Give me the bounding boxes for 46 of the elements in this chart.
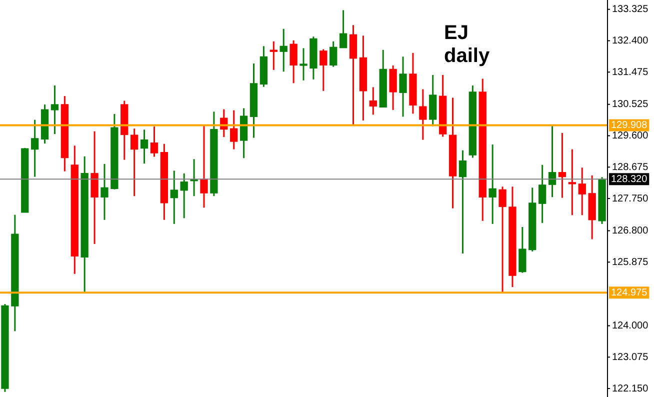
candlestick bbox=[419, 88, 427, 141]
candlestick bbox=[518, 226, 526, 274]
y-tick-label: 122.150 bbox=[612, 383, 649, 394]
candlestick bbox=[140, 128, 148, 164]
candlestick bbox=[50, 84, 59, 135]
candlestick bbox=[300, 47, 308, 82]
candlestick bbox=[558, 132, 566, 199]
y-tick-label: 124.000 bbox=[612, 320, 649, 332]
y-tick-label: 126.800 bbox=[612, 225, 649, 236]
candlestick bbox=[320, 48, 328, 92]
candlestick bbox=[488, 144, 496, 225]
ref-line-label: 128.320 bbox=[611, 174, 648, 185]
candlestick bbox=[548, 124, 556, 198]
candlestick bbox=[568, 148, 576, 216]
text: EJ daily bbox=[444, 22, 491, 68]
y-tick-label: 130.525 bbox=[612, 99, 649, 110]
candlestick bbox=[369, 86, 377, 116]
candlestick bbox=[170, 170, 178, 225]
y-tick-label: 125.875 bbox=[612, 256, 649, 268]
y-tick-label: 133.325 bbox=[612, 4, 649, 16]
ref-line-label: 129.908 bbox=[611, 120, 648, 132]
y-tick-label: 132.400 bbox=[612, 35, 649, 46]
y-tick-label: 129.600 bbox=[612, 130, 649, 142]
candlestick bbox=[100, 163, 108, 221]
candlestick bbox=[339, 9, 348, 49]
candlestick bbox=[330, 40, 338, 68]
candlestick bbox=[31, 119, 39, 178]
candlestick bbox=[200, 124, 208, 208]
candlestick bbox=[458, 150, 467, 254]
candlestick bbox=[389, 64, 397, 111]
candlestick bbox=[538, 164, 546, 224]
candlestick bbox=[578, 166, 586, 216]
candlestick bbox=[230, 110, 238, 150]
y-tick-label: 123.075 bbox=[612, 352, 649, 363]
y-tick-label: 127.750 bbox=[612, 193, 649, 204]
candlestick bbox=[150, 126, 158, 158]
candlestick bbox=[180, 172, 188, 219]
candlestick bbox=[130, 128, 138, 197]
ref-line-label: 124.975 bbox=[611, 287, 648, 298]
candlestick bbox=[399, 56, 407, 118]
candlestick bbox=[270, 40, 278, 71]
y-tick-label: 128.675 bbox=[612, 162, 649, 173]
candlestick bbox=[498, 186, 506, 294]
candlestick bbox=[280, 28, 288, 72]
y-tick-label: 131.475 bbox=[612, 66, 649, 78]
candlestick bbox=[290, 40, 298, 84]
